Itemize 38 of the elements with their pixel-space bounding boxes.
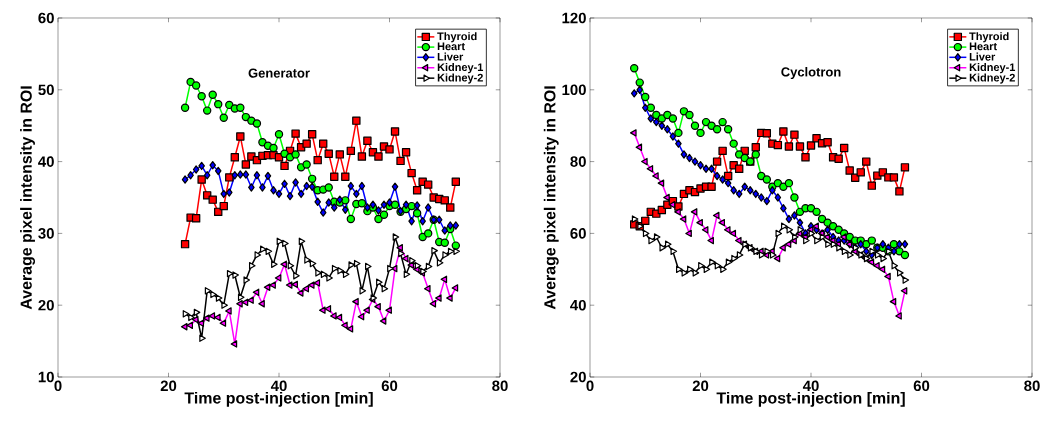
y-tick-label: 40 xyxy=(38,156,54,167)
x-tick-label: 20 xyxy=(692,380,709,392)
legend-label: Kidney-1 xyxy=(437,63,484,74)
legend-label: Heart xyxy=(969,42,997,51)
x-tick-label: 60 xyxy=(913,380,930,392)
y-tick-label: 50 xyxy=(38,84,54,96)
legend-label: Kidney-2 xyxy=(969,73,1015,84)
x-tick-label: 40 xyxy=(270,380,287,392)
y-axis-title: Average pixel intensity in ROI xyxy=(20,86,36,310)
y-tick-label: 40 xyxy=(570,299,586,311)
text: Cyclotron xyxy=(781,67,841,80)
y-tick-label: 60 xyxy=(570,228,586,239)
x-tick-label: 0 xyxy=(586,380,594,392)
legend-label: Kidney-1 xyxy=(969,63,1016,74)
y-tick-label: 60 xyxy=(38,12,54,24)
text: Generator xyxy=(248,68,310,78)
y-tick-label: 10 xyxy=(38,371,54,383)
y-tick-label: 20 xyxy=(570,371,586,383)
y-tick-label: 100 xyxy=(562,84,586,96)
legend-label: Liver xyxy=(969,52,996,61)
x-tick-label: 80 xyxy=(1024,380,1040,392)
x-tick-label: 60 xyxy=(381,380,398,392)
x-tick-label: 80 xyxy=(492,380,508,392)
x-tick-label: 20 xyxy=(160,380,177,392)
legend-label: Kidney-2 xyxy=(437,73,483,84)
x-axis-title: Time post-injection [min] xyxy=(716,391,905,407)
legend-label: Thyroid xyxy=(969,32,1009,43)
legend-label: Heart xyxy=(437,42,465,51)
x-tick-label: 40 xyxy=(802,380,819,392)
y-tick-label: 120 xyxy=(562,12,586,24)
legend-label: Thyroid xyxy=(437,32,477,43)
y-tick-label: 80 xyxy=(570,156,586,167)
y-tick-label: 20 xyxy=(38,299,54,311)
x-tick-label: 0 xyxy=(54,380,62,392)
x-axis-title: Time post-injection [min] xyxy=(184,391,373,407)
y-axis-title: Average pixel intensity in ROI xyxy=(543,86,559,310)
y-tick-label: 30 xyxy=(38,228,54,239)
legend-label: Liver xyxy=(437,52,464,61)
